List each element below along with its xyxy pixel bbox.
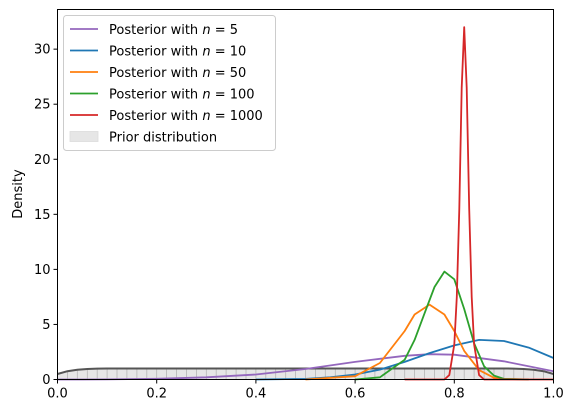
legend-swatch-prior (69, 131, 99, 142)
y-tick-label: 5 (42, 318, 50, 333)
plot-frame (57, 9, 554, 380)
x-tick-label: 0.0 (47, 387, 68, 402)
y-axis-label: Density (11, 169, 26, 219)
legend-label-n50: Posterior with n = 50 (109, 66, 246, 81)
y-tick-label: 30 (34, 43, 51, 58)
x-tick-label: 0.4 (246, 387, 267, 402)
series-line-n1000 (404, 26, 554, 381)
y-tick-label: 25 (34, 98, 51, 113)
legend-label-n1000: Posterior with n = 1000 (109, 109, 263, 124)
series-line-n50 (305, 303, 529, 381)
legend-label-prior: Prior distribution (109, 131, 217, 146)
legend-label-n5: Posterior with n = 5 (109, 23, 238, 38)
series-line-n100 (355, 270, 529, 381)
x-tick-label: 0.2 (146, 387, 167, 402)
y-tick-label: 20 (34, 153, 51, 168)
y-tick-label: 0 (42, 373, 50, 388)
y-tick-label: 10 (34, 263, 51, 278)
y-tick-label: 15 (34, 208, 51, 223)
x-tick-label: 1.0 (543, 387, 564, 402)
x-tick-label: 0.8 (444, 387, 465, 402)
x-tick-label: 0.6 (345, 387, 366, 402)
legend-box (63, 15, 276, 151)
legend-label-n10: Posterior with n = 10 (109, 45, 246, 60)
legend-label-n100: Posterior with n = 100 (109, 88, 255, 103)
